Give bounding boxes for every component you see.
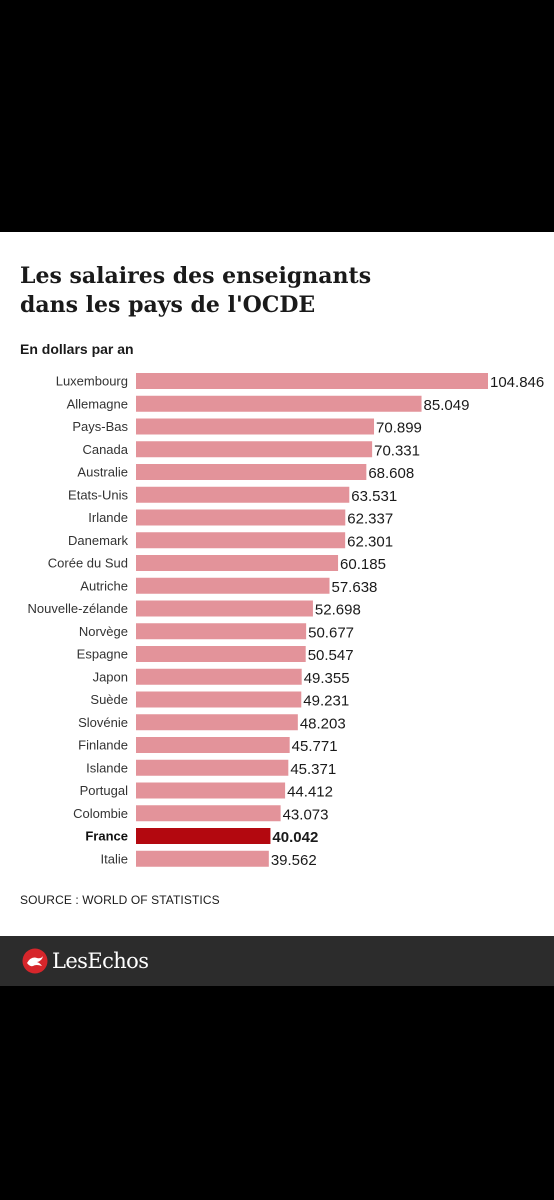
category-label-irlande: Irlande bbox=[88, 510, 128, 525]
category-label-allemagne: Allemagne bbox=[67, 396, 128, 411]
chart-title-line-1: Les salaires des enseignants bbox=[20, 263, 372, 289]
category-label-danemark: Danemark bbox=[68, 533, 128, 548]
chart-title: Les salaires des enseignants dans les pa… bbox=[20, 262, 371, 320]
bar-portugal bbox=[136, 782, 286, 799]
category-label-espagne: Espagne bbox=[77, 647, 128, 662]
category-label-colombie: Colombie bbox=[73, 806, 128, 821]
bar-danemark bbox=[136, 532, 346, 549]
bar-group: Luxembourg 104.846 Allemagne 85.049 Pays-Bas… bbox=[28, 373, 544, 869]
category-label-autriche: Autriche bbox=[80, 578, 128, 593]
category-label-france: France bbox=[85, 829, 128, 844]
bar-italie bbox=[136, 850, 269, 867]
value-label-australie: 68.608 bbox=[368, 465, 414, 482]
bar-slovenie bbox=[136, 714, 298, 731]
bar-australie bbox=[136, 464, 367, 480]
brand-bar: LesEchos bbox=[0, 936, 554, 986]
bar-nouvelle-zelande bbox=[136, 600, 313, 617]
bar-pays-bas bbox=[136, 418, 375, 435]
category-label-slovenie: Slovénie bbox=[78, 715, 128, 730]
value-label-colombie: 43.073 bbox=[283, 806, 329, 823]
category-label-suede: Suède bbox=[90, 692, 128, 707]
category-label-luxembourg: Luxembourg bbox=[56, 374, 128, 389]
category-label-pays-bas: Pays-Bas bbox=[72, 419, 128, 434]
bar-autriche bbox=[136, 577, 330, 594]
category-label-finlande: Finlande bbox=[78, 738, 128, 753]
value-label-danemark: 62.301 bbox=[347, 533, 393, 550]
infographic-card: Les salaires des enseignants dans les pa… bbox=[0, 232, 554, 936]
value-label-coree-du-sud: 60.185 bbox=[340, 556, 386, 573]
category-label-etats-unis: Etats-Unis bbox=[68, 487, 128, 502]
value-label-espagne: 50.547 bbox=[308, 647, 354, 664]
les-echos-logo-icon bbox=[22, 948, 48, 974]
chart-title-line-2: dans les pays de l'OCDE bbox=[20, 292, 316, 318]
category-label-coree-du-sud: Corée du Sud bbox=[48, 556, 128, 571]
chart-subtitle: En dollars par an bbox=[20, 341, 134, 357]
bar-japon bbox=[136, 668, 302, 685]
value-label-canada: 70.331 bbox=[374, 442, 420, 459]
value-label-suede: 49.231 bbox=[303, 693, 349, 710]
value-label-japon: 49.355 bbox=[304, 670, 350, 687]
bar-finlande bbox=[136, 737, 290, 753]
value-label-irlande: 62.337 bbox=[347, 511, 393, 528]
bar-norvege bbox=[136, 623, 307, 640]
value-label-finlande: 45.771 bbox=[292, 738, 338, 755]
value-label-allemagne: 85.049 bbox=[424, 397, 470, 414]
bar-colombie bbox=[136, 805, 281, 822]
source-note: SOURCE : WORLD OF STATISTICS bbox=[20, 893, 220, 907]
value-label-france: 40.042 bbox=[272, 829, 318, 846]
value-label-autriche: 57.638 bbox=[332, 579, 378, 596]
category-label-italie: Italie bbox=[101, 851, 128, 866]
value-label-portugal: 44.412 bbox=[287, 784, 333, 801]
brand-logo[interactable]: LesEchos bbox=[22, 948, 149, 974]
salary-bar-chart: Luxembourg 104.846 Allemagne 85.049 Pays-Bas… bbox=[28, 373, 544, 869]
value-label-nouvelle-zelande: 52.698 bbox=[315, 602, 361, 619]
value-label-italie: 39.562 bbox=[271, 852, 317, 869]
category-label-islande: Islande bbox=[86, 760, 128, 775]
category-label-portugal: Portugal bbox=[80, 783, 129, 798]
value-label-slovenie: 48.203 bbox=[300, 715, 346, 732]
category-label-nouvelle-zelande: Nouvelle-zélande bbox=[28, 601, 128, 616]
bar-canada bbox=[136, 441, 373, 458]
value-label-luxembourg: 104.846 bbox=[490, 374, 544, 391]
value-label-pays-bas: 70.899 bbox=[376, 420, 422, 437]
bar-france bbox=[136, 828, 271, 844]
category-label-japon: Japon bbox=[93, 669, 128, 684]
category-label-canada: Canada bbox=[82, 442, 128, 457]
category-label-australie: Australie bbox=[77, 465, 128, 480]
brand-name: LesEchos bbox=[52, 949, 149, 973]
category-label-norvege: Norvège bbox=[79, 624, 128, 639]
bar-islande bbox=[136, 759, 289, 776]
bar-etats-unis bbox=[136, 486, 350, 503]
bar-coree-du-sud bbox=[136, 555, 339, 571]
bar-suede bbox=[136, 691, 302, 708]
bar-espagne bbox=[136, 646, 306, 662]
value-label-islande: 45.371 bbox=[290, 761, 336, 778]
value-label-etats-unis: 63.531 bbox=[351, 488, 397, 505]
bar-allemagne bbox=[136, 395, 422, 412]
value-label-norvege: 50.677 bbox=[308, 624, 354, 641]
bar-luxembourg bbox=[136, 373, 488, 389]
bar-irlande bbox=[136, 509, 346, 526]
